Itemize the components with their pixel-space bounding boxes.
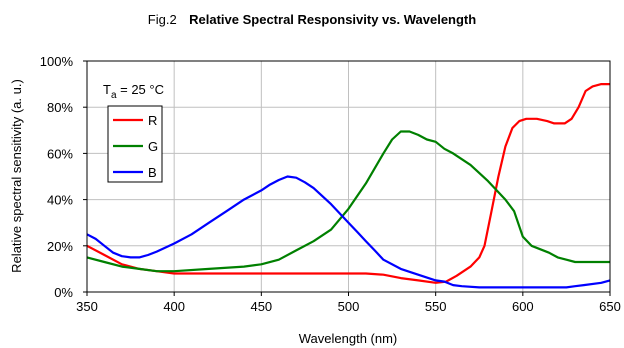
chart-title-prefix: Fig.2 — [148, 12, 177, 27]
legend-label-b: B — [148, 165, 157, 180]
plot-frame — [86, 60, 611, 293]
y-axis-label: Relative spectral sensitivity (a. u.) — [9, 79, 24, 273]
series-line-b — [86, 175, 611, 289]
temperature-annotation: Ta = 25 °C — [103, 82, 164, 101]
chart-title-main: Relative Spectral Responsivity vs. Wavel… — [189, 12, 476, 27]
legend: RGB — [107, 105, 163, 183]
legend-label-g: G — [148, 139, 158, 154]
x-tick-label: 450 — [250, 299, 272, 314]
y-tick-label: 60% — [47, 146, 73, 161]
x-tick-label: 550 — [425, 299, 447, 314]
legend-label-r: R — [148, 113, 157, 128]
x-tick-labels: 350 400 450 500 550 600 650 — [76, 299, 621, 314]
annotation-subscript: a — [111, 90, 117, 101]
x-tick-label: 350 — [76, 299, 98, 314]
x-tick-label: 600 — [512, 299, 534, 314]
x-tick-label: 400 — [163, 299, 185, 314]
y-tick-labels: 0% 20% 40% 60% 80% 100% — [40, 54, 74, 300]
y-tick-label: 40% — [47, 193, 73, 208]
y-tick-label: 0% — [54, 285, 73, 300]
y-tick-label: 100% — [40, 54, 74, 69]
x-axis-label: Wavelength (nm) — [299, 331, 398, 346]
chart-title: Fig.2 Relative Spectral Responsivity vs.… — [148, 11, 476, 28]
series-lines — [86, 83, 611, 289]
annotation-main: T — [103, 82, 111, 97]
annotation-rest: = 25 °C — [117, 82, 164, 97]
x-tick-label: 650 — [599, 299, 621, 314]
legend-box — [107, 105, 163, 183]
series-line-g — [86, 130, 610, 273]
y-tick-label: 80% — [47, 100, 73, 115]
series-line-r — [86, 83, 610, 284]
x-tick-label: 500 — [338, 299, 360, 314]
y-tick-label: 20% — [47, 239, 73, 254]
